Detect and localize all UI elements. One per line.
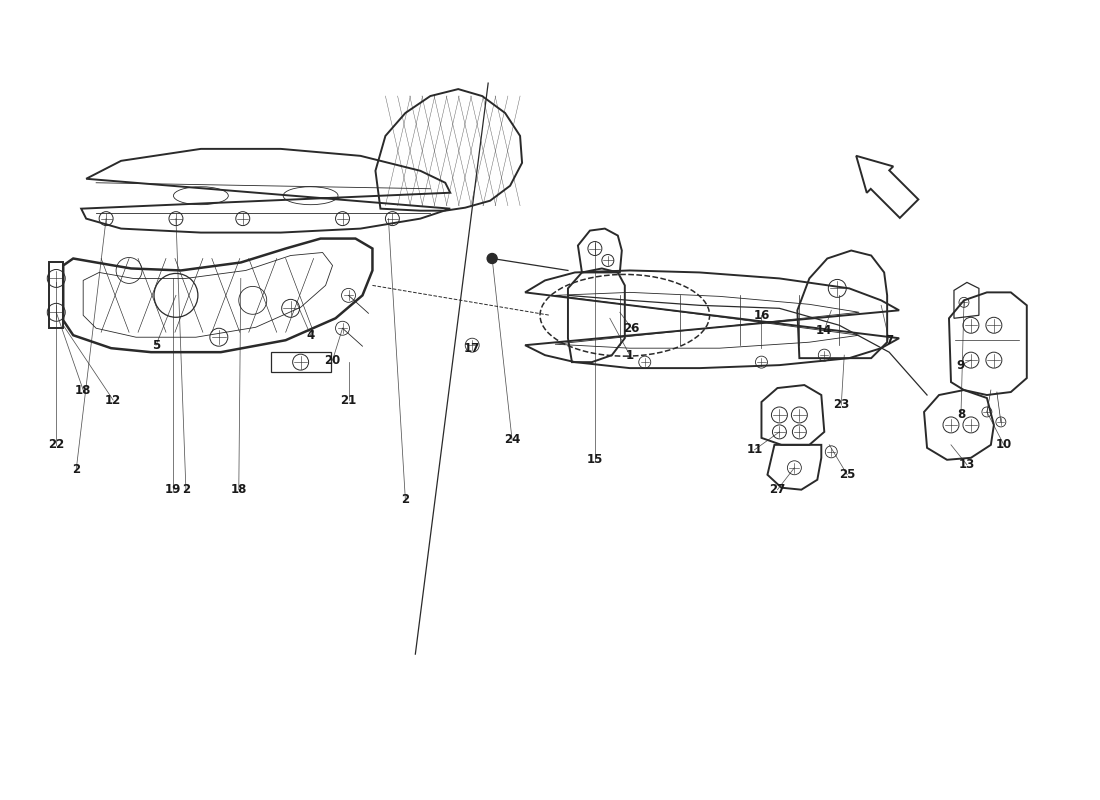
- Text: 23: 23: [833, 398, 849, 411]
- Text: 25: 25: [839, 468, 856, 482]
- Text: 9: 9: [957, 358, 965, 372]
- Text: 14: 14: [816, 324, 833, 337]
- Text: 16: 16: [754, 309, 770, 322]
- Text: 2: 2: [402, 493, 409, 506]
- Text: 17: 17: [464, 342, 481, 354]
- Text: 24: 24: [504, 434, 520, 446]
- Text: 4: 4: [307, 329, 315, 342]
- Text: 19: 19: [165, 483, 182, 496]
- Text: 18: 18: [231, 483, 248, 496]
- Circle shape: [487, 254, 497, 263]
- Text: 11: 11: [747, 443, 762, 456]
- Text: 7: 7: [886, 334, 893, 346]
- Text: 20: 20: [324, 354, 341, 366]
- Text: 21: 21: [340, 394, 356, 406]
- Text: 15: 15: [586, 454, 603, 466]
- Text: 5: 5: [152, 338, 161, 352]
- Text: 13: 13: [959, 458, 975, 471]
- Text: 22: 22: [48, 438, 65, 451]
- Text: 12: 12: [104, 394, 121, 406]
- Text: 27: 27: [769, 483, 785, 496]
- Text: 1: 1: [626, 349, 634, 362]
- Text: 2: 2: [182, 483, 190, 496]
- Text: 26: 26: [624, 322, 640, 334]
- Text: 2: 2: [73, 463, 80, 476]
- Text: 18: 18: [75, 383, 91, 397]
- Text: 8: 8: [957, 409, 965, 422]
- Text: 10: 10: [996, 438, 1012, 451]
